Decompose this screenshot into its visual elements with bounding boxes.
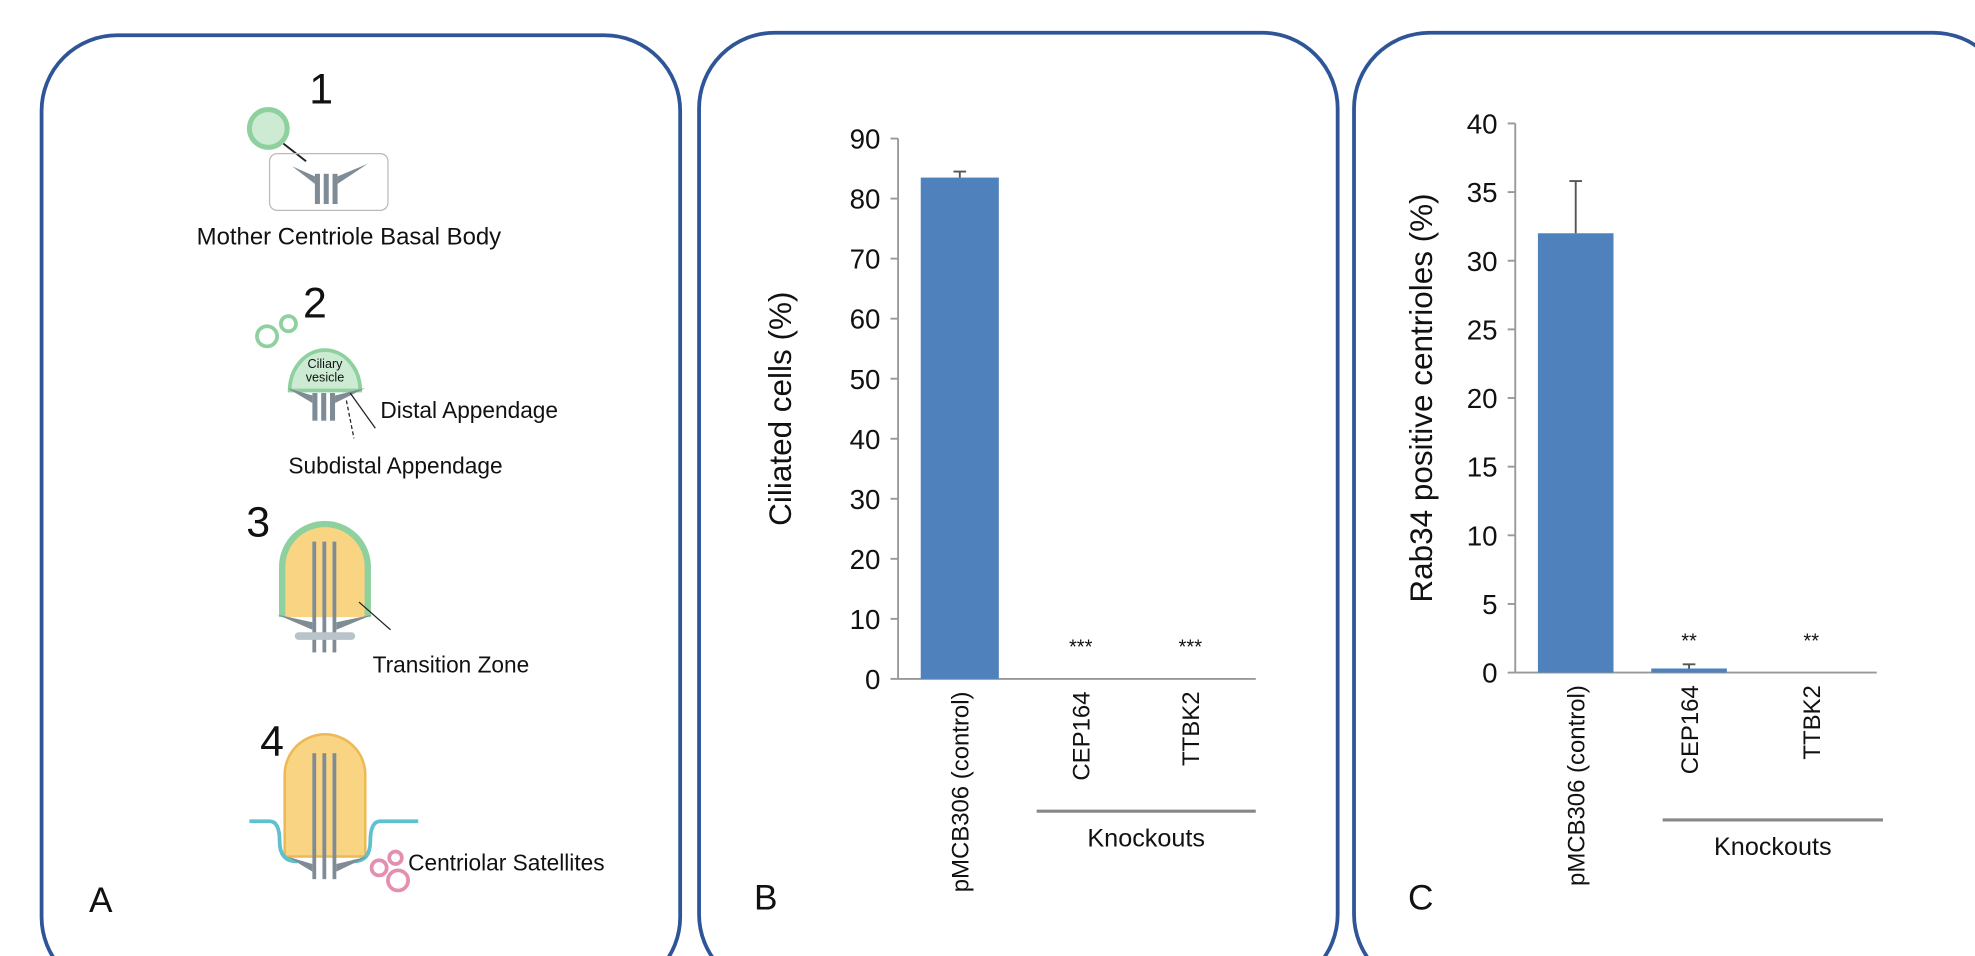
step-text: vesicle xyxy=(306,371,344,385)
satellite xyxy=(386,868,410,893)
y-tick-label: 90 xyxy=(850,124,881,155)
y-axis-title: Rab34 positive centrioles (%) xyxy=(1404,193,1439,602)
centriole-icon xyxy=(277,541,373,653)
panel-frame xyxy=(39,33,683,956)
bar xyxy=(1537,233,1614,673)
error-bar xyxy=(1569,180,1583,234)
error-bar xyxy=(1682,663,1696,669)
y-tick-label: 5 xyxy=(1482,589,1497,620)
bar xyxy=(920,177,999,679)
panel-frame xyxy=(1352,30,1975,956)
pointer xyxy=(345,400,355,439)
step-text: Subdistal Appendage xyxy=(288,453,502,479)
y-tick-label: 0 xyxy=(865,664,880,695)
step-number: 1 xyxy=(309,65,333,113)
y-tick-label: 15 xyxy=(1467,452,1498,483)
y-tick-label: 80 xyxy=(850,184,881,215)
y-tick-label: 20 xyxy=(850,544,881,575)
satellite xyxy=(369,858,389,878)
x-tick-label: CEP164 xyxy=(1677,685,1704,774)
y-tick-label: 35 xyxy=(1467,177,1498,208)
y-tick-label: 50 xyxy=(850,364,881,395)
arrow xyxy=(282,142,307,162)
panel-frame xyxy=(697,30,1340,956)
y-tick-label: 60 xyxy=(850,304,881,335)
panel-a: 1 Mother Centriole Basal Body 2 Ciliary … xyxy=(89,65,605,920)
y-tick-label: 0 xyxy=(1482,658,1497,689)
x-tick-label: CEP164 xyxy=(1069,691,1096,780)
step-text: Mother Centriole Basal Body xyxy=(197,223,502,250)
panel-label: B xyxy=(754,878,778,917)
group-label: Knockouts xyxy=(1714,833,1832,861)
step-number: 2 xyxy=(303,279,327,327)
step-text: Distal Appendage xyxy=(380,397,558,423)
step-number: 4 xyxy=(260,718,284,766)
panel-label: A xyxy=(89,881,113,920)
y-tick-label: 40 xyxy=(1467,109,1498,140)
vesicle-icon xyxy=(279,314,298,334)
step-text: Ciliary xyxy=(307,357,343,371)
box xyxy=(268,153,389,211)
y-tick-label: 10 xyxy=(850,604,881,635)
y-axis-title: Ciliated cells (%) xyxy=(763,292,798,526)
vesicle-icon xyxy=(246,107,290,150)
y-tick-label: 30 xyxy=(1467,246,1498,277)
significance: *** xyxy=(1179,637,1203,659)
significance: *** xyxy=(1069,637,1093,659)
vesicle-icon xyxy=(255,324,280,349)
y-tick-label: 40 xyxy=(850,424,881,455)
significance: ** xyxy=(1803,630,1819,652)
y-tick-label: 70 xyxy=(850,244,881,275)
step-text: Transition Zone xyxy=(373,652,530,678)
centriole-icon xyxy=(287,753,368,880)
x-tick-label: pMCB306 (control) xyxy=(1564,685,1591,886)
ciliary-vesicle xyxy=(287,348,363,393)
step-number: 3 xyxy=(246,499,270,547)
step-text: Centriolar Satellites xyxy=(408,849,604,875)
y-tick-label: 10 xyxy=(1467,520,1498,551)
significance: ** xyxy=(1681,630,1697,652)
centriole-icon xyxy=(292,163,368,205)
panel-label: C xyxy=(1408,878,1433,917)
bar xyxy=(1651,668,1727,673)
group-label: Knockouts xyxy=(1087,824,1205,852)
membrane xyxy=(249,819,419,864)
centriole-icon xyxy=(287,387,366,421)
y-tick-label: 20 xyxy=(1467,383,1498,414)
pointer xyxy=(349,392,376,429)
y-tick-label: 30 xyxy=(850,484,881,515)
x-tick-label: TTBK2 xyxy=(1799,685,1826,759)
satellite xyxy=(387,849,404,866)
x-tick-label: pMCB306 (control) xyxy=(948,691,975,892)
pointer xyxy=(358,601,391,631)
y-tick-label: 25 xyxy=(1467,314,1498,345)
error-bar xyxy=(953,170,967,178)
x-tick-label: TTBK2 xyxy=(1178,691,1205,765)
